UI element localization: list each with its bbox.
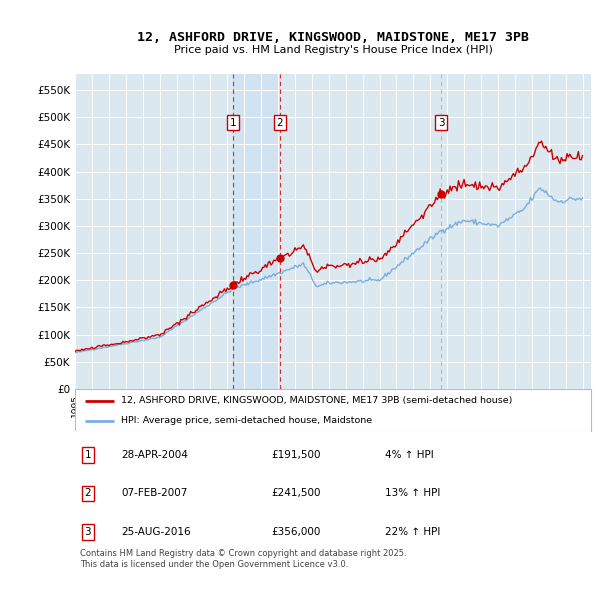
Text: 1: 1 [229,117,236,127]
Text: HPI: Average price, semi-detached house, Maidstone: HPI: Average price, semi-detached house,… [121,416,373,425]
Text: 28-APR-2004: 28-APR-2004 [121,450,188,460]
Text: 12, ASHFORD DRIVE, KINGSWOOD, MAIDSTONE, ME17 3PB: 12, ASHFORD DRIVE, KINGSWOOD, MAIDSTONE,… [137,31,529,44]
Text: 4% ↑ HPI: 4% ↑ HPI [385,450,433,460]
Text: 13% ↑ HPI: 13% ↑ HPI [385,489,440,499]
Text: 07-FEB-2007: 07-FEB-2007 [121,489,188,499]
Text: £191,500: £191,500 [271,450,320,460]
Text: 3: 3 [438,117,445,127]
Text: 25-AUG-2016: 25-AUG-2016 [121,527,191,537]
Text: 3: 3 [85,527,91,537]
Text: 1: 1 [85,450,91,460]
Text: 22% ↑ HPI: 22% ↑ HPI [385,527,440,537]
Text: 12, ASHFORD DRIVE, KINGSWOOD, MAIDSTONE, ME17 3PB (semi-detached house): 12, ASHFORD DRIVE, KINGSWOOD, MAIDSTONE,… [121,396,513,405]
Text: Price paid vs. HM Land Registry's House Price Index (HPI): Price paid vs. HM Land Registry's House … [173,45,493,54]
Text: £356,000: £356,000 [271,527,320,537]
Text: 2: 2 [85,489,91,499]
Text: Contains HM Land Registry data © Crown copyright and database right 2025.
This d: Contains HM Land Registry data © Crown c… [80,549,407,569]
Text: £241,500: £241,500 [271,489,320,499]
Text: 2: 2 [277,117,283,127]
